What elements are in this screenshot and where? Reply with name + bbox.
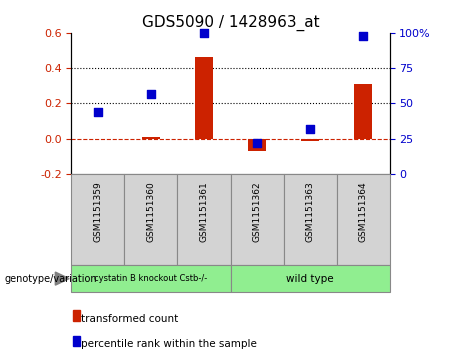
Text: percentile rank within the sample: percentile rank within the sample (81, 339, 257, 350)
Point (254, 140, 261, 146)
Point (200, 30, 207, 36)
Point (306, 126, 313, 132)
Text: GSM1151362: GSM1151362 (253, 182, 261, 242)
Text: GSM1151359: GSM1151359 (94, 182, 102, 242)
Bar (354, 84, 372, 139)
Text: wild type: wild type (286, 274, 334, 284)
Bar (248, 139, 266, 151)
Text: transformed count: transformed count (81, 314, 178, 324)
Bar (142, 137, 160, 139)
Text: GSM1151364: GSM1151364 (359, 182, 367, 242)
Point (359, 33, 366, 38)
Text: GSM1151361: GSM1151361 (200, 182, 208, 242)
Text: cystatin B knockout Cstb-/-: cystatin B knockout Cstb-/- (95, 274, 207, 283)
Bar (230, 174, 284, 265)
Bar (284, 174, 337, 265)
Point (148, 91, 155, 97)
Text: GSM1151363: GSM1151363 (306, 182, 314, 242)
Bar (124, 174, 177, 265)
Bar (177, 174, 230, 265)
Bar (195, 57, 213, 139)
Text: GSM1151360: GSM1151360 (147, 182, 155, 242)
Bar (230, 265, 390, 292)
Bar (71, 265, 230, 292)
Bar (71, 174, 124, 265)
Point (94, 109, 101, 115)
Text: genotype/variation: genotype/variation (5, 274, 97, 284)
Bar (301, 139, 319, 140)
Bar (337, 174, 390, 265)
Title: GDS5090 / 1428963_at: GDS5090 / 1428963_at (142, 15, 319, 31)
